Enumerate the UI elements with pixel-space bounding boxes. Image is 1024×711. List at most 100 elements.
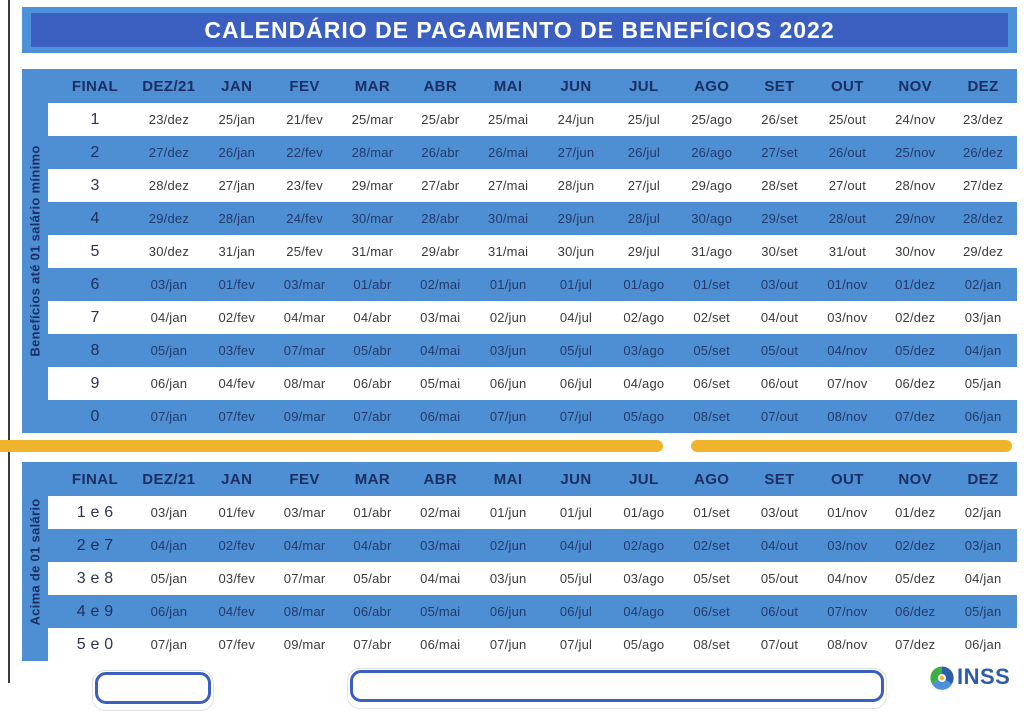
payment-date-cell: 06/mai xyxy=(420,637,461,652)
payment-date-cell: 27/jul xyxy=(627,178,660,193)
button-outline xyxy=(92,670,214,711)
payment-date-cell: 04/mar xyxy=(283,538,326,553)
payment-date-cell: 05/dez xyxy=(895,571,936,586)
sidebar-table1: Benefícios até 01 salário mínimo xyxy=(22,69,48,433)
payment-date-cell: 02/mai xyxy=(420,505,461,520)
column-header: NOV xyxy=(898,77,933,95)
payment-date-cell: 05/jul xyxy=(559,343,593,358)
payment-date-cell: 31/mar xyxy=(351,244,394,259)
table-header-row: FINAL DEZ/21 JAN FEV MAR ABR MAI JUN JUL AGO SET OU… xyxy=(55,462,1017,496)
payment-date-cell: 03/ago xyxy=(623,571,665,586)
payment-date-cell: 25/mar xyxy=(351,112,394,127)
column-header: ABR xyxy=(423,470,458,488)
payment-date-cell: 22/fev xyxy=(286,145,323,160)
table-row: 2 e 7 04/jan 02/fev 04/mar 04/abr 03/mai 02/ju… xyxy=(55,529,1017,562)
payment-date-cell: 07/nov xyxy=(827,376,868,391)
payment-date-cell: 24/jun xyxy=(557,112,595,127)
payment-date-cell: 04/abr xyxy=(353,310,392,325)
payment-date-cell: 05/mai xyxy=(420,604,461,619)
payment-date-cell: 04/fev xyxy=(218,376,256,391)
payment-date-cell: 01/set xyxy=(693,505,730,520)
payment-date-cell: 07/dez xyxy=(895,409,936,424)
column-header: JUN xyxy=(560,77,592,95)
payment-date-cell: 29/mar xyxy=(351,178,394,193)
payment-date-cell: 07/fev xyxy=(218,637,256,652)
payment-date-cell: 02/ago xyxy=(623,310,665,325)
column-header: AGO xyxy=(694,77,730,95)
final-digit-cell: 9 xyxy=(90,374,100,392)
payment-date-cell: 01/nov xyxy=(827,277,868,292)
payment-date-cell: 06/set xyxy=(693,604,730,619)
inss-logo: INSS xyxy=(930,664,1010,690)
payment-date-cell: 03/jan xyxy=(150,505,188,520)
payment-date-cell: 05/abr xyxy=(353,571,392,586)
payment-date-cell: 07/abr xyxy=(353,637,392,652)
final-digit-cell: 5 xyxy=(90,242,100,260)
payment-date-cell: 01/ago xyxy=(623,505,665,520)
payment-date-cell: 26/out xyxy=(828,145,867,160)
payment-date-cell: 04/jul xyxy=(559,538,593,553)
payment-date-cell: 01/fev xyxy=(218,277,256,292)
payment-date-cell: 28/nov xyxy=(895,178,936,193)
payment-date-cell: 23/fev xyxy=(286,178,323,193)
payment-date-cell: 04/mai xyxy=(420,343,461,358)
payment-date-cell: 08/set xyxy=(693,409,730,424)
payment-date-cell: 04/out xyxy=(760,310,799,325)
table-row: 1 e 6 03/jan 01/fev 03/mar 01/abr 02/mai 01/ju… xyxy=(55,496,1017,529)
payment-date-cell: 25/jan xyxy=(218,112,256,127)
payment-date-cell: 07/jun xyxy=(489,637,527,652)
payment-date-cell: 01/abr xyxy=(353,277,392,292)
payment-date-cell: 04/jan xyxy=(964,571,1002,586)
column-header: MAR xyxy=(354,470,391,488)
payment-date-cell: 29/ago xyxy=(691,178,733,193)
bottom-left-button-cutoff[interactable] xyxy=(92,670,214,711)
final-digit-cell: 1 xyxy=(90,110,100,128)
payment-date-cell: 01/ago xyxy=(623,277,665,292)
payment-date-cell: 06/jun xyxy=(489,604,527,619)
final-digit-cell: 7 xyxy=(90,308,100,326)
payment-date-cell: 30/jun xyxy=(557,244,595,259)
payment-date-cell: 09/mar xyxy=(283,409,326,424)
payment-date-cell: 23/dez xyxy=(148,112,190,127)
payment-date-cell: 03/fev xyxy=(218,571,256,586)
payment-date-cell: 03/mar xyxy=(283,505,326,520)
payment-date-cell: 29/jun xyxy=(557,211,595,226)
payment-date-cell: 30/dez xyxy=(148,244,190,259)
payment-date-cell: 28/set xyxy=(761,178,798,193)
payment-date-cell: 04/jan xyxy=(150,538,188,553)
payment-date-cell: 04/nov xyxy=(827,343,868,358)
payment-date-cell: 27/jun xyxy=(557,145,595,160)
payment-date-cell: 03/mar xyxy=(283,277,326,292)
column-header: FINAL xyxy=(71,470,119,488)
payment-date-cell: 06/out xyxy=(760,376,799,391)
payment-date-cell: 04/ago xyxy=(623,604,665,619)
sidebar-table1-label: Benefícios até 01 salário mínimo xyxy=(27,145,43,357)
table-row: 5 e 0 07/jan 07/fev 09/mar 07/abr 06/mai 07/ju… xyxy=(55,628,1017,661)
payment-date-cell: 04/jul xyxy=(559,310,593,325)
payment-date-cell: 29/abr xyxy=(421,244,460,259)
payment-date-cell: 08/mar xyxy=(283,376,326,391)
payment-date-cell: 04/jan xyxy=(150,310,188,325)
payment-date-cell: 06/dez xyxy=(895,604,936,619)
payment-date-cell: 07/jan xyxy=(150,637,188,652)
bottom-center-button-cutoff[interactable] xyxy=(347,668,887,709)
payment-date-cell: 26/dez xyxy=(962,145,1004,160)
payment-date-cell: 08/nov xyxy=(827,637,868,652)
payment-date-cell: 02/set xyxy=(693,310,730,325)
column-header: JUL xyxy=(629,470,659,488)
final-digit-cell: 0 xyxy=(90,407,100,425)
payment-date-cell: 27/mai xyxy=(488,178,529,193)
table-row: 7 04/jan 02/fev 04/mar 04/abr 03/mai 02/jun 04/… xyxy=(55,301,1017,334)
payment-date-cell: 05/jan xyxy=(150,571,188,586)
payment-date-cell: 31/out xyxy=(828,244,867,259)
table-row: 0 07/jan 07/fev 09/mar 07/abr 06/mai 07/jun 07/… xyxy=(55,400,1017,433)
table-row: 2 27/dez 26/jan 22/fev 28/mar 26/abr 26/mai 27/… xyxy=(55,136,1017,169)
column-header: OUT xyxy=(830,77,864,95)
payment-date-cell: 30/nov xyxy=(895,244,936,259)
payment-date-cell: 05/set xyxy=(693,571,730,586)
column-header: JUL xyxy=(629,77,659,95)
payment-date-cell: 27/dez xyxy=(962,178,1004,193)
payment-date-cell: 27/abr xyxy=(421,178,460,193)
payment-date-cell: 27/set xyxy=(761,145,798,160)
payment-date-cell: 02/jun xyxy=(489,538,527,553)
